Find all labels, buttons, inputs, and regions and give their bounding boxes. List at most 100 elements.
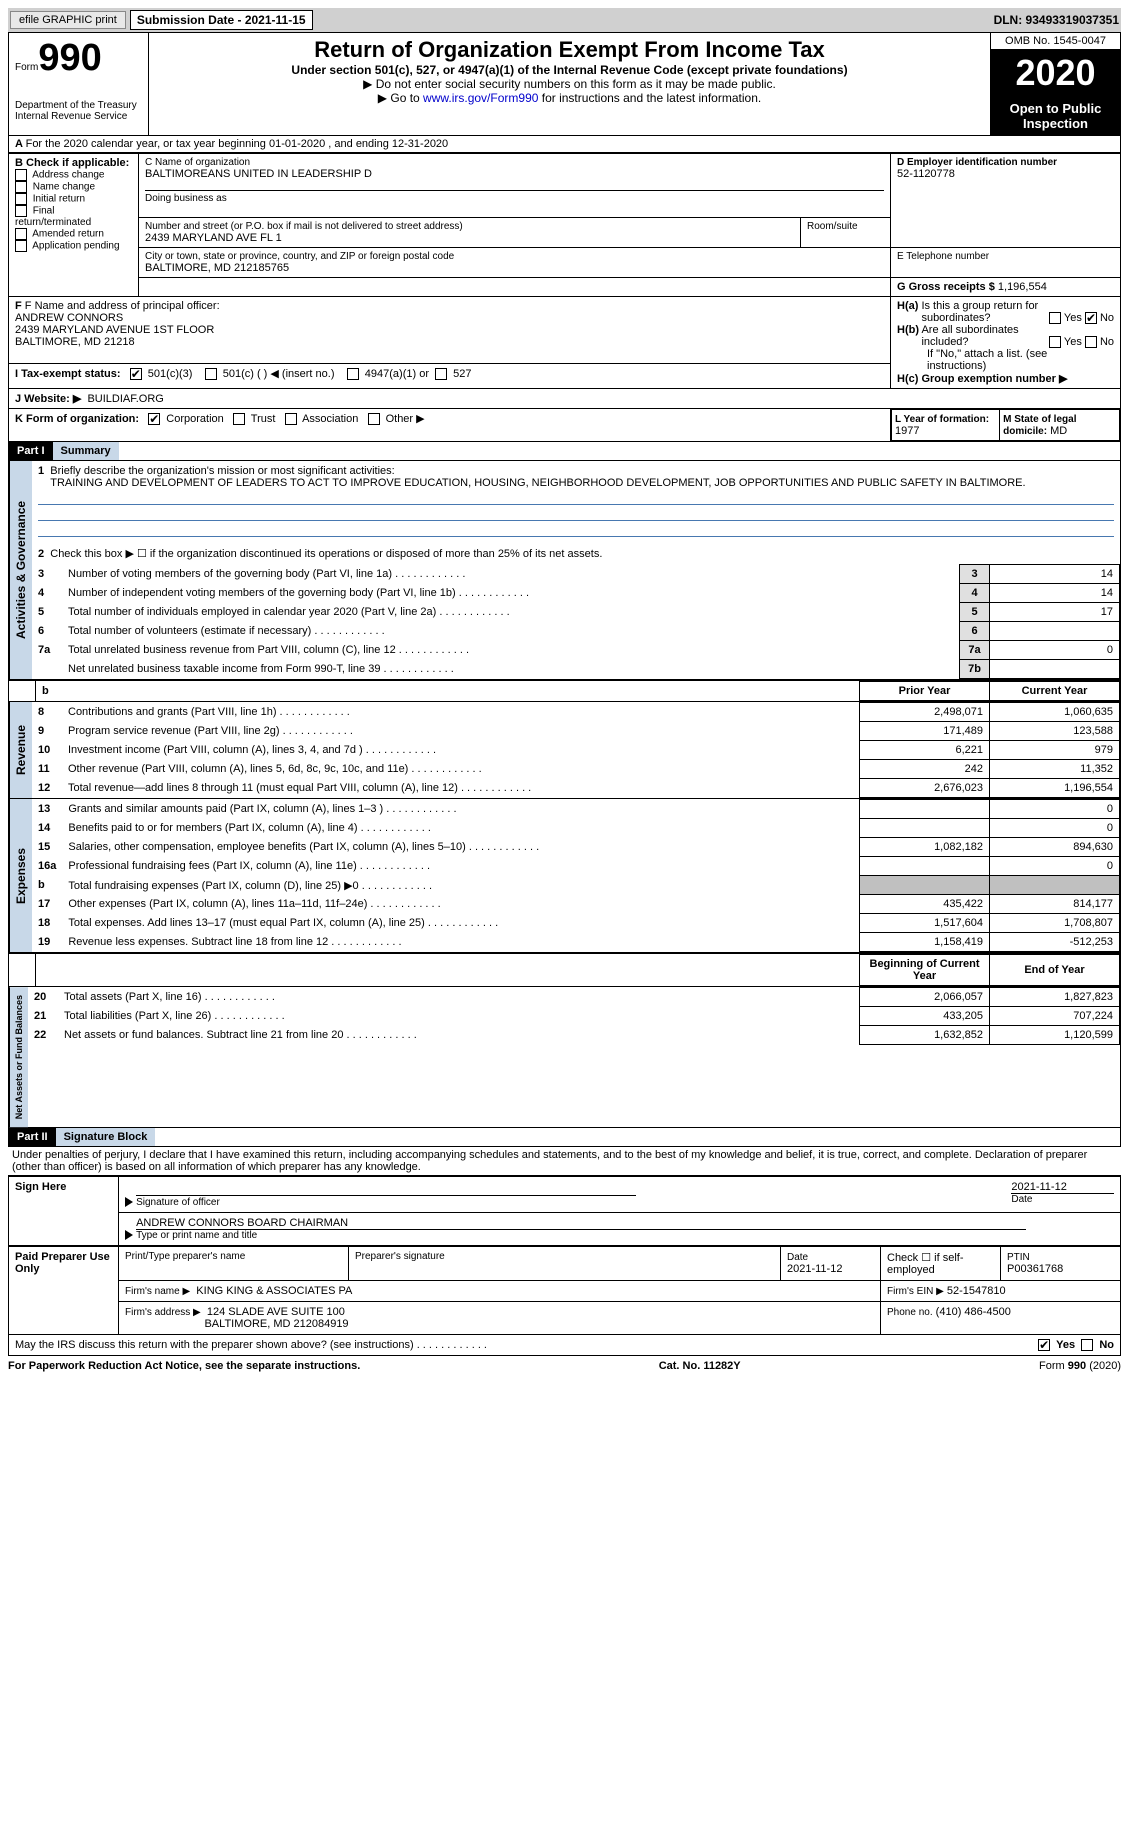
- officer-name-title: ANDREW CONNORS BOARD CHAIRMAN: [136, 1217, 1026, 1229]
- cb-corp[interactable]: [148, 413, 160, 425]
- date-label: Date: [1011, 1193, 1114, 1205]
- cb-501c3[interactable]: [130, 368, 142, 380]
- data-row: 6Total number of volunteers (estimate if…: [32, 622, 1120, 641]
- checkbox-option[interactable]: Final return/terminated: [15, 205, 132, 228]
- boy-header: Beginning of Current Year: [860, 955, 990, 986]
- checkbox-option[interactable]: Application pending: [15, 240, 132, 252]
- prep-date: 2021-11-12: [787, 1263, 842, 1275]
- phone: (410) 486-4500: [936, 1306, 1011, 1318]
- data-row: 22Net assets or fund balances. Subtract …: [28, 1026, 1120, 1045]
- tab-expenses: Expenses: [9, 799, 32, 952]
- data-row: 10Investment income (Part VIII, column (…: [32, 741, 1120, 760]
- cb-4947[interactable]: [347, 368, 359, 380]
- part2-title: Signature Block: [56, 1128, 156, 1146]
- h-a: H(a) Is this a group return for subordin…: [897, 300, 1114, 324]
- h-c: H(c) Group exemption number ▶: [897, 372, 1114, 385]
- instr-ssn: ▶ Do not enter social security numbers o…: [155, 77, 984, 91]
- ptin: P00361768: [1007, 1263, 1063, 1275]
- instr-link-row: ▶ Go to www.irs.gov/Form990 for instruct…: [155, 91, 984, 105]
- data-row: 5Total number of individuals employed in…: [32, 603, 1120, 622]
- data-row: 11Other revenue (Part VIII, column (A), …: [32, 760, 1120, 779]
- dept-irs: Internal Revenue Service: [15, 111, 142, 122]
- data-row: 12Total revenue—add lines 8 through 11 (…: [32, 779, 1120, 798]
- cb-trust[interactable]: [233, 413, 245, 425]
- prep-date-label: Date: [787, 1252, 808, 1263]
- sign-here-label: Sign Here: [9, 1176, 119, 1246]
- data-row: bTotal fundraising expenses (Part IX, co…: [32, 876, 1120, 895]
- checkbox-option[interactable]: Address change: [15, 169, 132, 181]
- data-row: 20Total assets (Part X, line 16)2,066,05…: [28, 988, 1120, 1007]
- sig-officer-label: Signature of officer: [136, 1197, 220, 1208]
- cb-other[interactable]: [368, 413, 380, 425]
- firm-addr1: 124 SLADE AVE SUITE 100: [207, 1306, 345, 1318]
- data-row: 18Total expenses. Add lines 13–17 (must …: [32, 914, 1120, 933]
- checkbox-option[interactable]: Name change: [15, 181, 132, 193]
- cy-header: Current Year: [990, 682, 1120, 701]
- section-f-label: F F Name and address of principal office…: [15, 300, 884, 312]
- website-label: J Website: ▶: [15, 393, 81, 405]
- firm-name-label: Firm's name ▶: [125, 1286, 190, 1297]
- tax-year: 2020: [991, 50, 1120, 96]
- h-b: H(b) Are all subordinates included? Yes …: [897, 324, 1114, 348]
- footer-mid: Cat. No. 11282Y: [659, 1360, 741, 1372]
- part2-num: Part II: [9, 1128, 56, 1146]
- h-b-note: If "No," attach a list. (see instruction…: [897, 348, 1114, 372]
- firm-ein: 52-1547810: [947, 1285, 1006, 1297]
- tab-net-assets: Net Assets or Fund Balances: [9, 987, 28, 1127]
- cb-527[interactable]: [435, 368, 447, 380]
- ein-label: D Employer identification number: [897, 157, 1114, 168]
- tab-governance: Activities & Governance: [9, 461, 32, 679]
- py-header: Prior Year: [860, 682, 990, 701]
- dept-treasury: Department of the Treasury: [15, 100, 142, 111]
- self-employed: Check ☐ if self-employed: [881, 1247, 1001, 1281]
- part1-num: Part I: [9, 442, 53, 460]
- line-a: A For the 2020 calendar year, or tax yea…: [8, 136, 1121, 153]
- header-bar: efile GRAPHIC print Submission Date - 20…: [8, 8, 1121, 32]
- data-row: 7aTotal unrelated business revenue from …: [32, 641, 1120, 660]
- form-title: Return of Organization Exempt From Incom…: [155, 37, 984, 63]
- officer-addr1: 2439 MARYLAND AVENUE 1ST FLOOR: [15, 324, 884, 336]
- dln: DLN: 93493319037351: [994, 13, 1119, 27]
- data-row: 16aProfessional fundraising fees (Part I…: [32, 857, 1120, 876]
- data-row: Net unrelated business taxable income fr…: [32, 660, 1120, 679]
- data-row: 14Benefits paid to or for members (Part …: [32, 819, 1120, 838]
- open-public: Open to PublicInspection: [991, 97, 1120, 135]
- sig-date: 2021-11-12: [1011, 1181, 1114, 1193]
- website-value: BUILDIAF.ORG: [87, 393, 163, 405]
- officer-addr2: BALTIMORE, MD 21218: [15, 336, 884, 348]
- form-org-label: K Form of organization:: [15, 413, 139, 425]
- form-header-table: Form990 Department of the Treasury Inter…: [8, 32, 1121, 136]
- year-formed-label: L Year of formation:: [895, 414, 989, 425]
- discuss-text: May the IRS discuss this return with the…: [15, 1339, 414, 1351]
- firm-name: KING KING & ASSOCIATES PA: [196, 1285, 352, 1297]
- city-label: City or town, state or province, country…: [145, 251, 884, 262]
- data-row: 17Other expenses (Part IX, column (A), l…: [32, 895, 1120, 914]
- firm-ein-label: Firm's EIN ▶: [887, 1286, 944, 1297]
- data-row: 15Salaries, other compensation, employee…: [32, 838, 1120, 857]
- gross-receipts-label: G Gross receipts $: [897, 281, 995, 293]
- omb-number: OMB No. 1545-0047: [991, 33, 1120, 50]
- data-row: 21Total liabilities (Part X, line 26)433…: [28, 1007, 1120, 1026]
- firm-addr-label: Firm's address ▶: [125, 1307, 201, 1318]
- name-title-label: Type or print name and title: [136, 1229, 1026, 1241]
- tab-revenue: Revenue: [9, 702, 32, 798]
- submission-date: Submission Date - 2021-11-15: [130, 10, 313, 30]
- part1-title: Summary: [53, 442, 119, 460]
- prep-name-label: Print/Type preparer's name: [125, 1251, 342, 1262]
- cb-assoc[interactable]: [285, 413, 297, 425]
- data-row: 9Program service revenue (Part VIII, lin…: [32, 722, 1120, 741]
- checkbox-option[interactable]: Amended return: [15, 228, 132, 240]
- l2-text: Check this box ▶ ☐ if the organization d…: [50, 548, 602, 560]
- discuss-yes[interactable]: [1038, 1339, 1050, 1351]
- org-name: BALTIMOREANS UNITED IN LEADERSHIP D: [145, 168, 884, 180]
- efile-print-button[interactable]: efile GRAPHIC print: [10, 11, 126, 29]
- l1-label: Briefly describe the organization's miss…: [50, 465, 394, 477]
- irs-link[interactable]: www.irs.gov/Form990: [423, 91, 538, 105]
- cb-501c[interactable]: [205, 368, 217, 380]
- discuss-no[interactable]: [1081, 1339, 1093, 1351]
- tel-label: E Telephone number: [897, 251, 1114, 262]
- checkbox-option[interactable]: Initial return: [15, 193, 132, 205]
- ptin-label: PTIN: [1007, 1252, 1030, 1263]
- eoy-header: End of Year: [990, 955, 1120, 986]
- tax-exempt-label: I Tax-exempt status:: [15, 368, 121, 380]
